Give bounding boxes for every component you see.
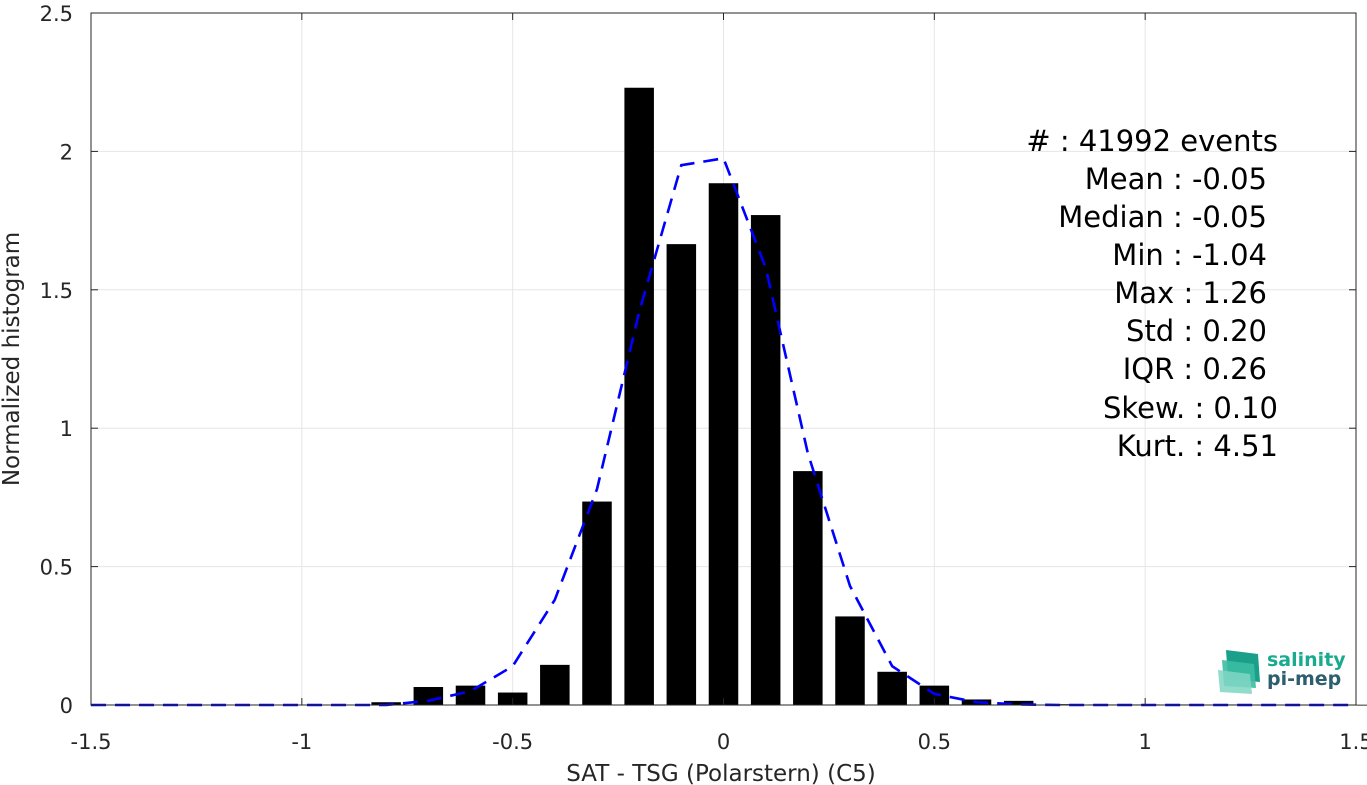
logo-text-pi-mep: pi-mep <box>1267 668 1341 690</box>
histogram-bar <box>624 87 654 705</box>
y-axis-label: Normalized histogram <box>0 232 25 486</box>
histogram-bar <box>708 183 739 705</box>
logo-text-salinity: salinity <box>1267 649 1346 671</box>
histogram-bar <box>413 687 444 705</box>
histogram-bar <box>455 685 486 705</box>
stat-std: Std : 0.20 <box>1126 314 1267 348</box>
histogram-bar <box>540 664 570 705</box>
x-tick-label: -1.5 <box>71 730 112 754</box>
salinity-pi-mep-logo: salinity pi-mep <box>1218 649 1346 694</box>
histogram-bar <box>582 501 612 705</box>
logo-icon <box>1218 650 1260 694</box>
y-tick-labels: 0 0.5 1 1.5 2 2.5 <box>40 2 73 718</box>
x-tick-label: 0.5 <box>918 730 951 754</box>
histogram-bar <box>371 702 401 705</box>
stat-min: Min : -1.04 <box>1112 238 1267 272</box>
histogram-bar <box>793 471 823 705</box>
y-tick-label: 0.5 <box>40 556 73 580</box>
x-tick-labels: -1.5 -1 -0.5 0 0.5 1 1.5 <box>71 730 1367 754</box>
histogram-bar <box>877 671 907 705</box>
stats-box: # : 41992 events Mean : -0.05 Median : -… <box>1026 124 1278 463</box>
histogram-bar <box>666 244 697 706</box>
x-axis-label: SAT - TSG (Polarstern) (C5) <box>566 761 875 785</box>
stat-skew: Skew. : 0.10 <box>1103 391 1278 425</box>
stat-median: Median : -0.05 <box>1058 200 1267 234</box>
stat-count: # : 41992 events <box>1026 124 1278 158</box>
stat-kurt: Kurt. : 4.51 <box>1117 429 1278 463</box>
x-tick-label: 1 <box>1138 730 1151 754</box>
y-tick-label: 0 <box>60 694 73 718</box>
x-tick-label: -0.5 <box>492 730 533 754</box>
y-tick-label: 1.5 <box>40 279 73 303</box>
histogram-bar <box>1003 700 1034 705</box>
y-tick-label: 1 <box>60 417 73 441</box>
x-tick-label: 0 <box>717 730 730 754</box>
histogram-bar <box>835 616 865 705</box>
stat-max: Max : 1.26 <box>1114 276 1267 310</box>
axis-ticks <box>90 12 1357 706</box>
y-tick-label: 2.5 <box>40 2 73 26</box>
histogram-bars <box>371 87 1367 706</box>
x-tick-label: -1 <box>291 730 312 754</box>
y-tick-label: 2 <box>60 140 73 164</box>
x-tick-label: 1.5 <box>1339 730 1367 754</box>
histogram-bar <box>750 215 781 705</box>
stat-iqr: IQR : 0.26 <box>1123 352 1267 386</box>
stat-mean: Mean : -0.05 <box>1085 162 1267 196</box>
